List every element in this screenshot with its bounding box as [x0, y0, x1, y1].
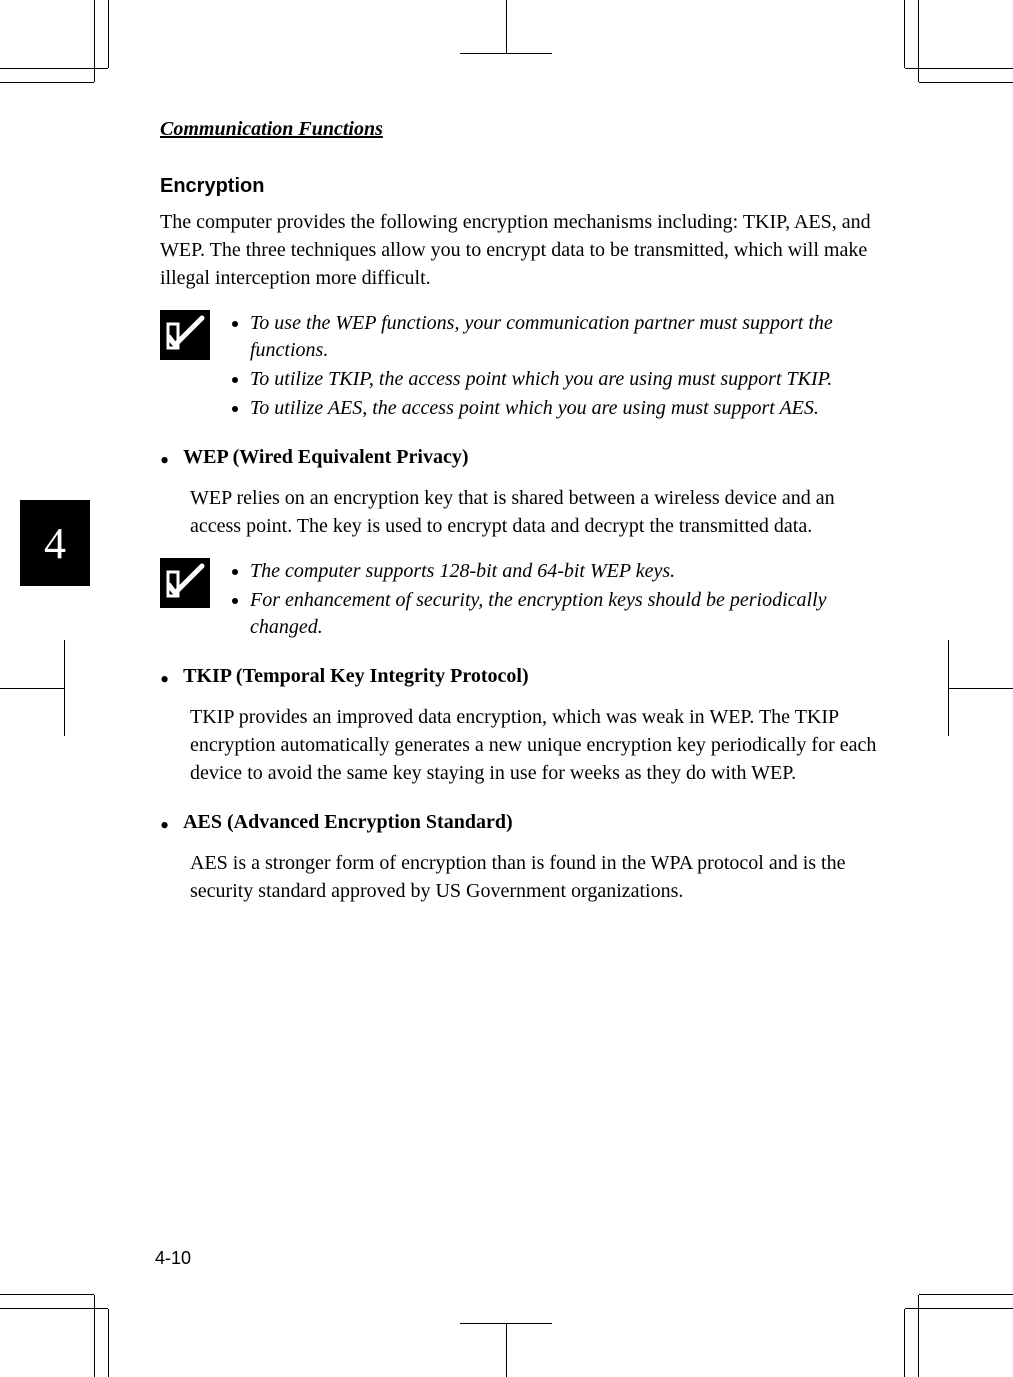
- note-item: For enhancement of security, the encrypt…: [250, 587, 880, 641]
- crop-mark: [94, 0, 95, 82]
- note-item: To use the WEP functions, your communica…: [250, 310, 880, 364]
- crop-mark: [460, 53, 552, 54]
- page-number: 4-10: [155, 1248, 191, 1269]
- crop-mark: [0, 82, 94, 83]
- crop-mark: [64, 640, 65, 736]
- crop-mark: [0, 1308, 108, 1309]
- note-item: To utilize TKIP, the access point which …: [250, 366, 880, 393]
- checkmark-icon: [160, 310, 210, 360]
- wep-title: WEP (Wired Equivalent Privacy): [183, 446, 468, 469]
- crop-mark: [919, 82, 1013, 83]
- chapter-tab: 4: [20, 500, 90, 586]
- crop-mark: [904, 1309, 905, 1377]
- aes-section: • AES (Advanced Encryption Standard) AES…: [190, 811, 880, 905]
- crop-mark: [904, 0, 905, 68]
- crop-mark: [0, 68, 108, 69]
- crop-mark: [460, 1323, 552, 1324]
- aes-body: AES is a stronger form of encryption tha…: [190, 849, 880, 905]
- crop-mark: [949, 688, 1013, 689]
- note-list: The computer supports 128-bit and 64-bit…: [228, 558, 880, 643]
- crop-mark: [108, 0, 109, 68]
- running-header: Communication Functions: [160, 118, 880, 141]
- wep-body: WEP relies on an encryption key that is …: [190, 484, 880, 540]
- bullet-icon: •: [160, 667, 169, 693]
- crop-mark: [919, 1294, 1013, 1295]
- checkmark-icon: [160, 558, 210, 608]
- page-content: Communication Functions Encryption The c…: [160, 118, 880, 923]
- encryption-heading: Encryption: [160, 175, 880, 198]
- tkip-section: • TKIP (Temporal Key Integrity Protocol)…: [190, 665, 880, 787]
- note-block: To use the WEP functions, your communica…: [160, 310, 880, 424]
- crop-mark: [918, 0, 919, 82]
- wep-section: • WEP (Wired Equivalent Privacy) WEP rel…: [190, 446, 880, 643]
- aes-title: AES (Advanced Encryption Standard): [183, 811, 513, 834]
- encryption-intro: The computer provides the following encr…: [160, 208, 880, 292]
- crop-mark: [108, 1309, 109, 1377]
- crop-mark: [905, 68, 1013, 69]
- note-item: The computer supports 128-bit and 64-bit…: [250, 558, 880, 585]
- chapter-number: 4: [44, 518, 66, 569]
- crop-mark: [0, 1294, 94, 1295]
- crop-mark: [918, 1295, 919, 1377]
- tkip-title: TKIP (Temporal Key Integrity Protocol): [183, 665, 529, 688]
- note-block: The computer supports 128-bit and 64-bit…: [160, 558, 880, 643]
- crop-mark: [0, 688, 64, 689]
- note-list: To use the WEP functions, your communica…: [228, 310, 880, 424]
- crop-mark: [94, 1295, 95, 1377]
- crop-mark: [506, 1324, 507, 1377]
- tkip-body: TKIP provides an improved data encryptio…: [190, 703, 880, 787]
- crop-mark: [948, 640, 949, 736]
- bullet-icon: •: [160, 813, 169, 839]
- crop-mark: [905, 1308, 1013, 1309]
- crop-mark: [506, 0, 507, 53]
- note-item: To utilize AES, the access point which y…: [250, 395, 880, 422]
- bullet-icon: •: [160, 448, 169, 474]
